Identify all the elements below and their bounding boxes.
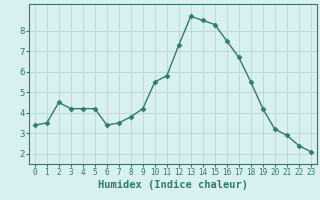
X-axis label: Humidex (Indice chaleur): Humidex (Indice chaleur) <box>98 180 248 190</box>
